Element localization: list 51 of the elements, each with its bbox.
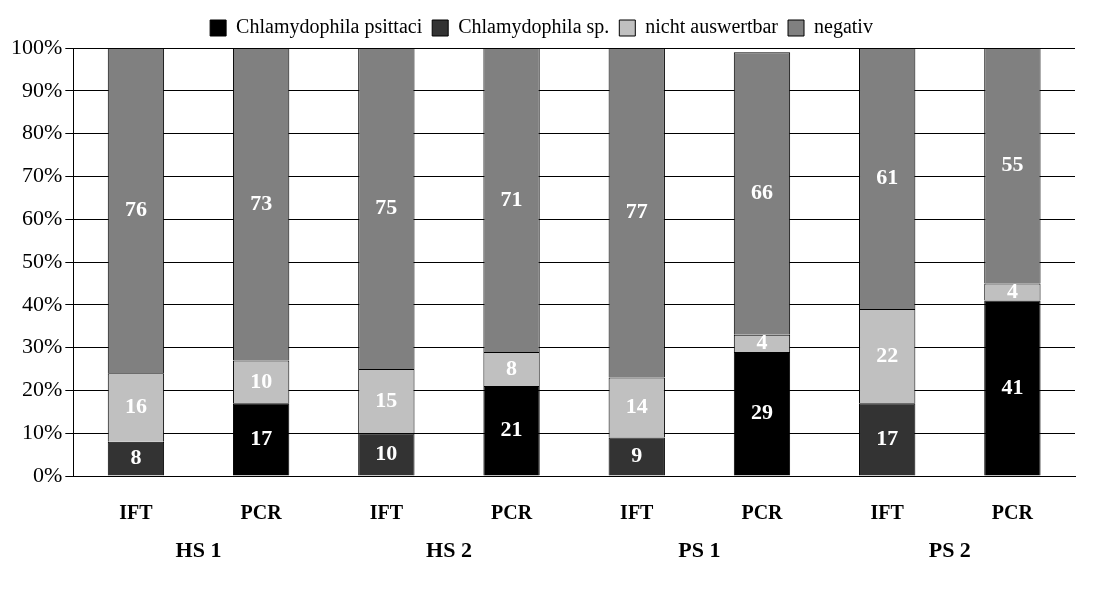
data-label: 14	[625, 393, 648, 419]
y-tick-label: 20%	[22, 376, 63, 402]
text: HS 1	[175, 536, 222, 562]
text: PS 2	[928, 536, 971, 562]
data-label: 61	[876, 164, 899, 190]
text: PS 1	[678, 536, 721, 562]
y-tick-label: 70%	[22, 162, 63, 188]
data-label: 10	[250, 367, 273, 393]
data-label: 71	[500, 185, 523, 211]
y-tick-label: 50%	[22, 247, 63, 273]
x-tick-label: PCR	[491, 501, 533, 524]
x-tick-label: PCR	[991, 501, 1034, 524]
data-label: 17	[250, 425, 273, 451]
data-label: 41	[1001, 373, 1024, 399]
data-label: 16	[124, 393, 147, 419]
data-label: 73	[250, 189, 273, 215]
y-tick-label: 40%	[22, 290, 63, 316]
y-tick-label: 0%	[33, 461, 63, 487]
data-label: 10	[375, 440, 398, 466]
text: HS 2	[426, 536, 472, 562]
x-tick-label: PCR	[741, 501, 784, 524]
data-label: 9	[631, 442, 643, 468]
data-label: 4	[756, 329, 768, 355]
legend-label: Chlamydophila sp.	[458, 15, 610, 39]
x-tick-label: IFT	[119, 501, 154, 524]
data-label: 66	[750, 179, 773, 205]
x-tick-label: IFT	[620, 501, 655, 524]
y-tick-label: 10%	[22, 418, 63, 444]
data-label: 17	[876, 425, 899, 451]
data-label: 29	[750, 399, 773, 425]
x-tick-label: IFT	[870, 501, 905, 524]
legend-label: nicht auswertbar	[645, 15, 779, 38]
data-label: 75	[375, 194, 398, 220]
data-label: 77	[625, 198, 648, 224]
y-tick-label: 30%	[22, 333, 63, 359]
data-label: 21	[500, 416, 523, 442]
data-label: 55	[1001, 151, 1024, 177]
data-label: 76	[124, 196, 147, 222]
y-tick-label: 80%	[22, 119, 63, 145]
data-label: 15	[375, 386, 398, 412]
x-tick-label: PCR	[240, 501, 283, 524]
legend-label: negativ	[814, 15, 873, 39]
data-label: 22	[876, 341, 899, 367]
data-label: 4	[1006, 277, 1018, 303]
data-label: 8	[130, 444, 142, 470]
y-tick-label: 100%	[11, 33, 63, 59]
y-tick-label: 90%	[22, 76, 63, 102]
x-tick-label: IFT	[369, 501, 404, 524]
legend-label: Chlamydophila psittaci	[236, 15, 423, 39]
y-tick-label: 60%	[22, 204, 63, 230]
data-label: 8	[506, 354, 518, 380]
